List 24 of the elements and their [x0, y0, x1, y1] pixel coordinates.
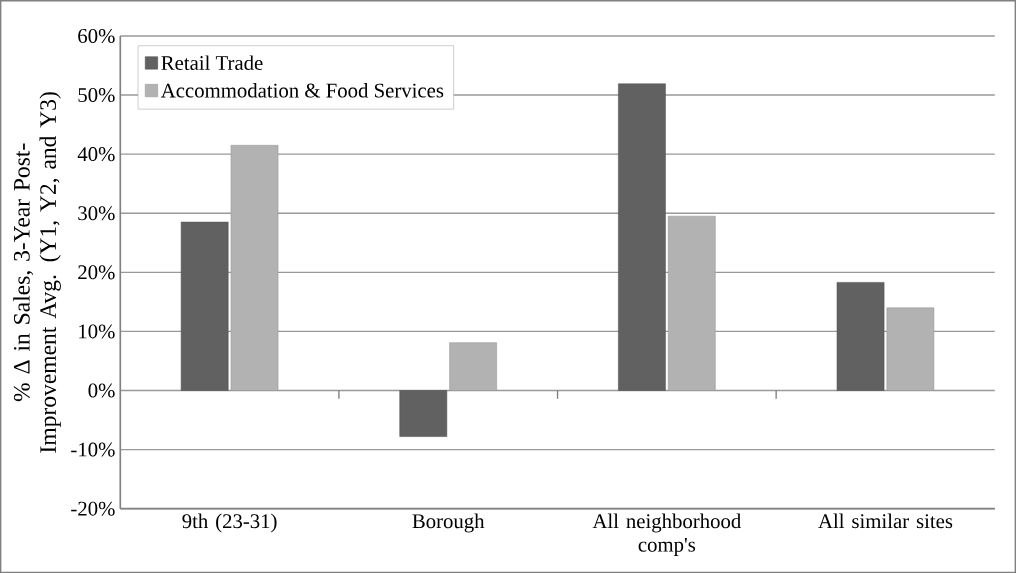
x-tick-label: All similar sites — [818, 513, 953, 529]
x-tick-label: Borough — [412, 513, 485, 533]
y-tick-label: 20% — [78, 265, 115, 280]
y-axis-title: % Δ in Sales, 3-Year Post-Improvement Avg. (Y1, Y2, and Y3) — [13, 92, 61, 453]
x-tick-label: All neighborhood comp's — [592, 513, 741, 556]
bar — [180, 221, 229, 391]
bar — [399, 390, 448, 437]
legend-label: Retail Trade — [161, 55, 263, 70]
y-tick-label: 50% — [78, 88, 115, 103]
legend-label: Accommodation & Food Services — [160, 82, 444, 98]
bar — [618, 83, 666, 391]
bar — [886, 307, 935, 391]
y-tick-label: 60% — [78, 28, 115, 43]
y-tick-label: 40% — [77, 147, 115, 162]
bar — [667, 215, 716, 391]
y-tick-label: 0% — [88, 383, 115, 398]
y-tick-label: 10% — [79, 324, 115, 339]
bar — [449, 342, 497, 391]
x-tick-label: 9th (23-31) — [182, 513, 277, 533]
y-tick-label: 30% — [78, 206, 115, 221]
y-tick-label: -20% — [71, 501, 115, 516]
bar — [230, 144, 279, 391]
y-tick-label: -10% — [71, 442, 115, 457]
bar — [836, 282, 885, 391]
